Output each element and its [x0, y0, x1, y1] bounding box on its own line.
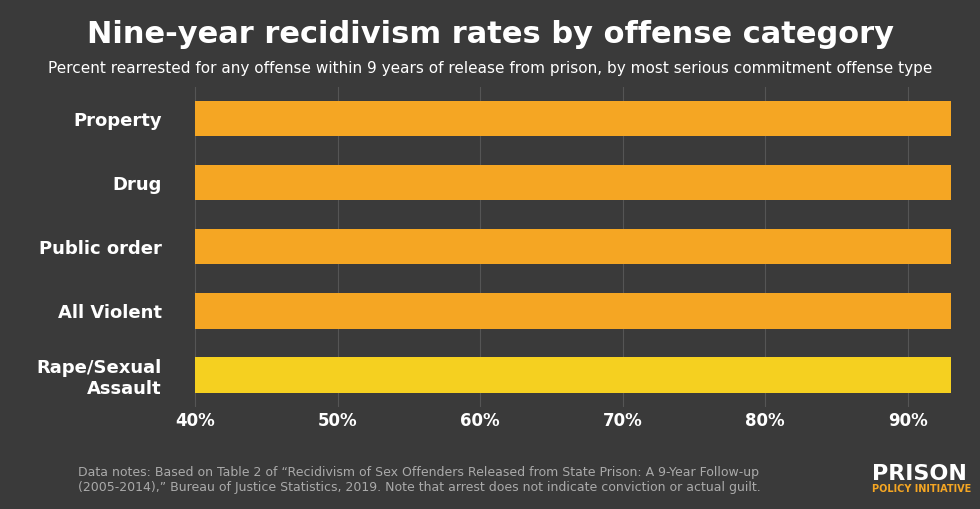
Bar	[195, 165, 980, 201]
Text: Data notes: Based on Table 2 of “Recidivism of Sex Offenders Released from State: Data notes: Based on Table 2 of “Recidiv…	[78, 466, 761, 494]
Bar	[195, 357, 980, 392]
Bar	[195, 293, 980, 328]
Text: PRISON: PRISON	[872, 464, 967, 484]
Bar	[195, 101, 980, 136]
Text: Percent rearrested for any offense within 9 years of release from prison, by mos: Percent rearrested for any offense withi…	[48, 61, 932, 76]
Text: POLICY INITIATIVE: POLICY INITIATIVE	[872, 484, 971, 494]
Bar	[195, 229, 980, 265]
Text: Nine-year recidivism rates by offense category: Nine-year recidivism rates by offense ca…	[86, 20, 894, 49]
